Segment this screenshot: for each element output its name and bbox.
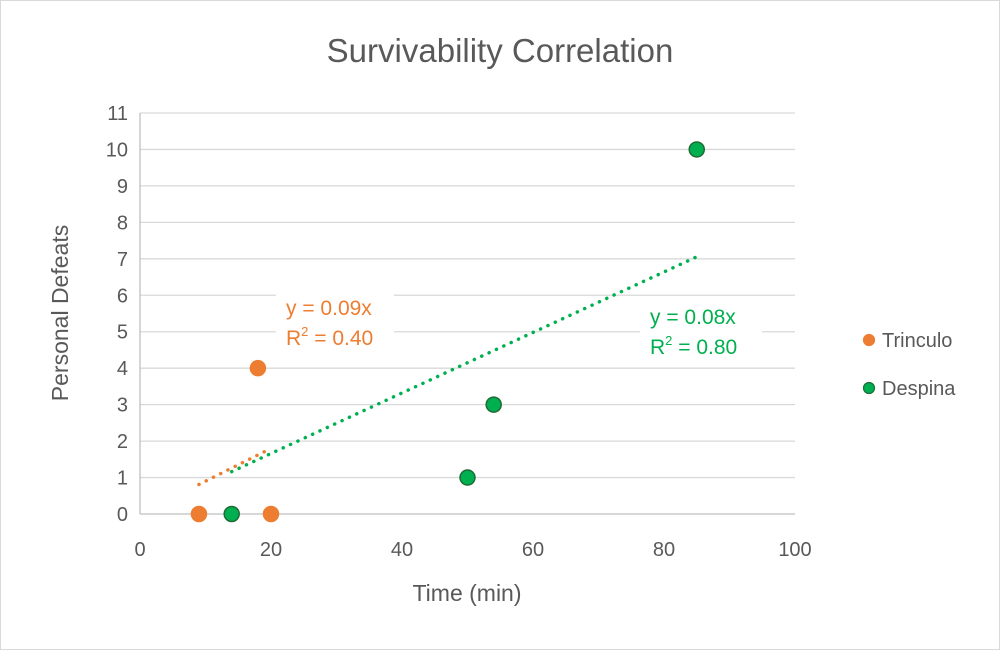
x-tick-label: 40: [391, 539, 413, 561]
y-tick-label: 6: [117, 285, 128, 307]
y-tick-label: 10: [106, 139, 128, 161]
trendline-equation: y = 0.08x: [650, 306, 736, 329]
y-tick-label: 2: [117, 431, 128, 453]
trendline-equation: y = 0.09x: [286, 297, 372, 320]
data-point-despina: [223, 505, 240, 523]
trendline-despina: [229, 255, 699, 474]
x-tick-label: 0: [134, 539, 145, 561]
data-point-trinculo: [249, 359, 267, 377]
legend: Trinculo Despina: [862, 330, 956, 400]
y-tick-label: 9: [117, 176, 128, 198]
data-point-despina: [485, 396, 502, 413]
x-tick-label: 100: [778, 539, 811, 561]
x-tick-label: 20: [260, 539, 282, 561]
data-point-trinculo: [262, 505, 280, 523]
equation-box: [276, 290, 394, 352]
y-axis-label: Personal Defeats: [47, 225, 73, 401]
y-tick-label: 1: [117, 468, 128, 490]
data-point-despina: [459, 469, 476, 486]
y-tick-label: 7: [117, 249, 128, 271]
y-tick-labels: 0 1 2 3 4 5 6 7 8 9 10 11: [106, 103, 128, 526]
x-axis-label: Time (min): [412, 580, 521, 606]
x-tick-labels: 0 20 40 60 80 100: [134, 539, 811, 561]
axes: [139, 113, 795, 515]
trendlines: [197, 255, 699, 487]
r-squared-label: R2 = 0.80: [650, 333, 737, 359]
y-tick-label: 5: [117, 322, 128, 344]
data-points: [190, 141, 705, 523]
gridlines: [140, 112, 795, 479]
data-point-trinculo: [190, 505, 208, 523]
y-tick-label: 3: [117, 395, 128, 417]
legend-label-despina: Despina: [882, 378, 956, 400]
chart-title: Survivability Correlation: [327, 32, 674, 69]
y-tick-label: 11: [107, 103, 128, 125]
trendline-equations: y = 0.09x R2 = 0.40 y = 0.08x R2 = 0.80: [276, 290, 762, 365]
legend-marker-trinculo: [862, 333, 876, 347]
legend-label-trinculo: Trinculo: [882, 330, 952, 352]
y-tick-label: 4: [117, 358, 128, 380]
y-tick-label: 0: [117, 504, 128, 526]
x-tick-label: 80: [653, 539, 675, 561]
y-tick-label: 8: [117, 212, 128, 234]
r-squared-label: R2 = 0.40: [286, 324, 373, 350]
equation-box: [640, 297, 762, 365]
legend-marker-despina: [862, 381, 876, 395]
data-point-despina: [688, 141, 705, 158]
trendline-trinculo: [197, 446, 273, 487]
x-tick-label: 60: [522, 539, 544, 561]
